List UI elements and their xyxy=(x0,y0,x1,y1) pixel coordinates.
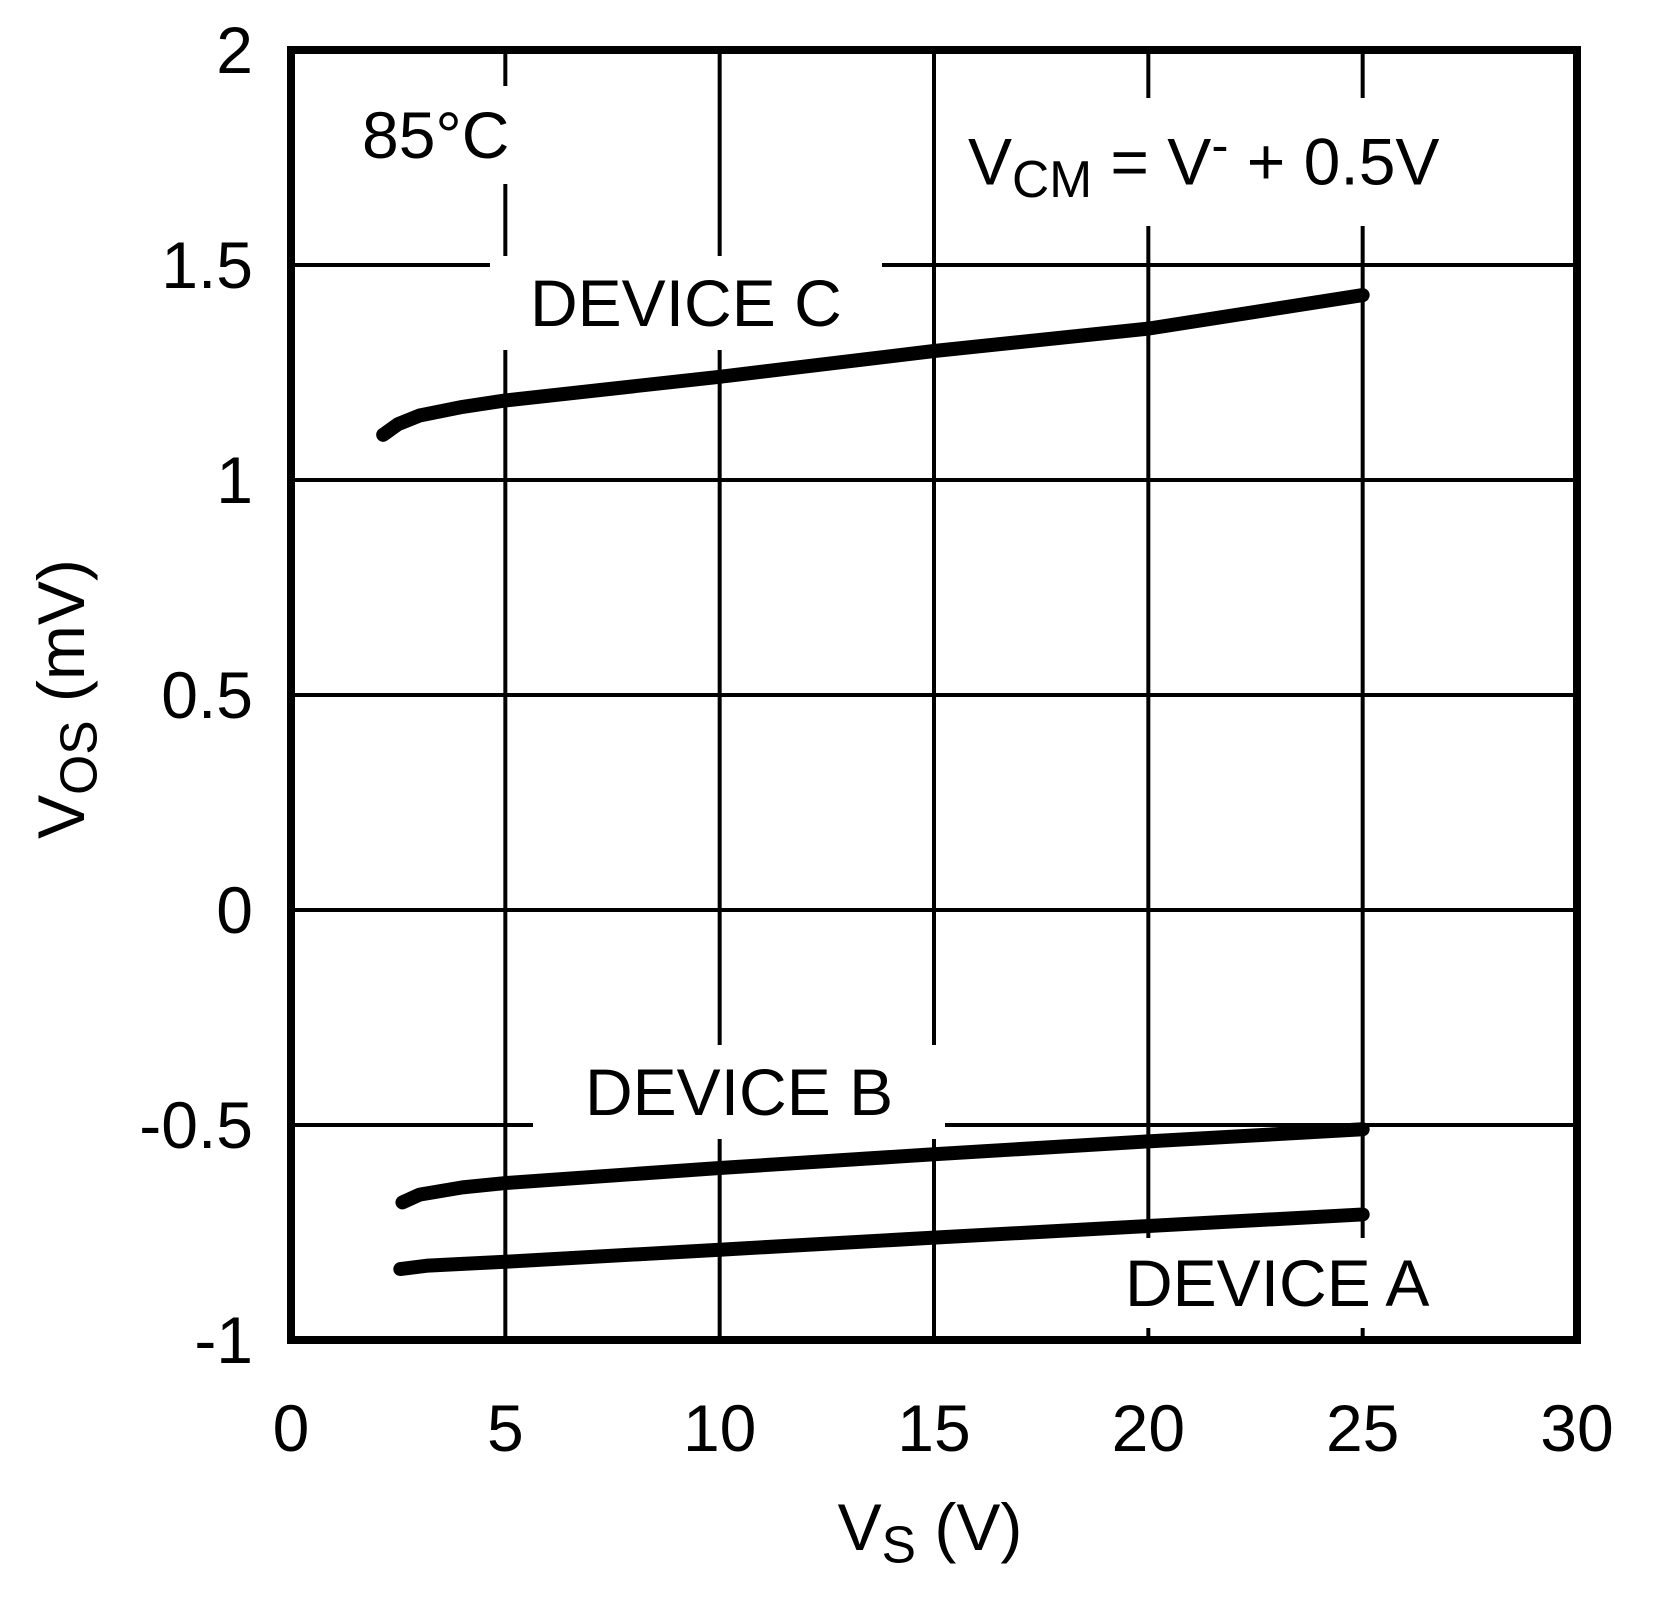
vcm-subscript: CM xyxy=(1012,149,1093,208)
vcm-value: + 0.5V xyxy=(1228,124,1440,199)
x-tick-label: 15 xyxy=(897,1391,971,1465)
y-axis-symbol: V xyxy=(24,794,98,839)
vcm-condition-annotation: VCM = V- + 0.5V xyxy=(948,98,1460,226)
x-tick-label: 20 xyxy=(1111,1391,1186,1465)
y-tick-label: -0.5 xyxy=(139,1088,253,1162)
y-tick-label: 0.5 xyxy=(161,658,253,732)
vcm-superscript-minus: - xyxy=(1211,116,1229,174)
data-curves xyxy=(376,288,1370,1277)
y-tick-label: -1 xyxy=(194,1303,253,1377)
y-tick-label: 1.5 xyxy=(161,228,253,302)
x-tick-label: 5 xyxy=(486,1391,524,1465)
curve-device-c xyxy=(376,288,1370,442)
x-axis-subscript: S xyxy=(881,1515,917,1574)
x-tick-label: 10 xyxy=(682,1391,757,1465)
plot-border xyxy=(287,46,1581,1344)
series-label-device-a: DEVICE A xyxy=(1085,1238,1470,1328)
vcm-symbol: V xyxy=(968,124,1013,199)
series-label-device-c: DEVICE C xyxy=(490,256,882,350)
curve-device-b xyxy=(395,1122,1370,1210)
vcm-equals: = V xyxy=(1092,124,1212,199)
x-axis-unit: (V) xyxy=(916,1490,1023,1564)
x-tick-label: 0 xyxy=(272,1391,310,1465)
y-axis-title: VOS (mV) xyxy=(24,499,107,899)
series-label-device-b: DEVICE B xyxy=(533,1045,946,1139)
y-axis-subscript: OS xyxy=(49,720,108,795)
gridlines xyxy=(291,50,1577,1340)
y-tick-label: 0 xyxy=(216,873,253,947)
temperature-annotation: 85°C xyxy=(338,86,534,184)
y-axis-unit: (mV) xyxy=(24,559,98,721)
curve-device-a xyxy=(393,1207,1370,1277)
x-axis-symbol: V xyxy=(837,1490,882,1564)
x-tick-label: 30 xyxy=(1540,1391,1614,1465)
x-tick-label: 25 xyxy=(1325,1391,1400,1465)
y-tick-label: 1 xyxy=(216,443,253,517)
y-tick-label: 2 xyxy=(216,13,253,87)
x-axis-title: VS (V) xyxy=(730,1494,1130,1577)
